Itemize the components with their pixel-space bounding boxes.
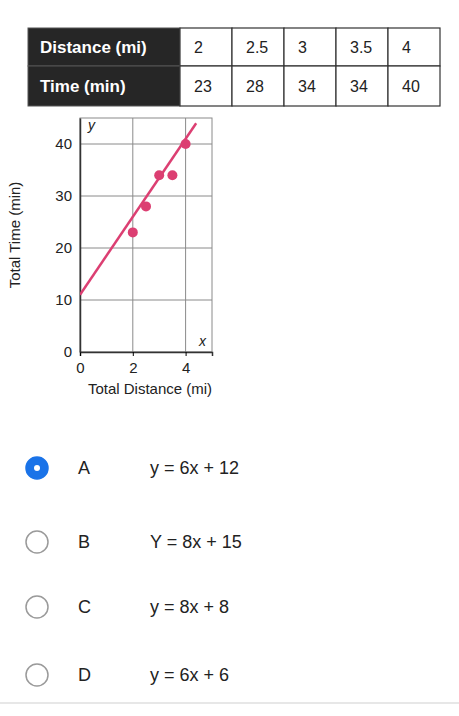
plot-marks bbox=[80, 123, 196, 295]
choice[interactable]: B Y = 8x + 15 bbox=[26, 531, 242, 553]
plot-frame bbox=[80, 118, 212, 352]
choice-letter: B bbox=[78, 532, 90, 552]
table-cell bbox=[388, 66, 440, 106]
y-tick: 0 bbox=[64, 343, 80, 360]
y-tick-label: 20 bbox=[55, 239, 72, 256]
radio-button[interactable] bbox=[26, 531, 48, 553]
separator bbox=[0, 703, 459, 704]
choice-letter: A bbox=[78, 458, 90, 478]
y-tick: 40 bbox=[55, 135, 80, 152]
data-point bbox=[181, 139, 191, 149]
table-value: 4 bbox=[402, 39, 411, 56]
choice-text: y = 8x + 8 bbox=[150, 597, 229, 617]
table-value: 3 bbox=[298, 39, 307, 56]
table-cell bbox=[284, 66, 336, 106]
row-header-cell bbox=[28, 66, 180, 106]
x-tick-mark bbox=[80, 352, 81, 356]
trend-line bbox=[80, 123, 196, 295]
y-grid-line bbox=[80, 300, 212, 301]
y-grid-line bbox=[80, 144, 212, 145]
table-value: 2.5 bbox=[246, 39, 268, 56]
y-tick: 10 bbox=[55, 291, 80, 308]
radio-button[interactable] bbox=[26, 457, 48, 479]
x-tick-mark bbox=[186, 352, 187, 356]
table-cell bbox=[232, 28, 284, 66]
radio-button[interactable] bbox=[26, 664, 48, 686]
data-point bbox=[167, 170, 177, 180]
x-tick-label: 2 bbox=[129, 359, 137, 376]
radio-button[interactable] bbox=[26, 596, 48, 618]
data-table: Distance (mi) 2 2.5 3 3.5 4 Time (min) 23 28 34 34… bbox=[28, 28, 440, 106]
x-tick-label: 0 bbox=[76, 359, 84, 376]
y-axis-letter: y bbox=[87, 117, 96, 133]
y-axis-line bbox=[80, 119, 82, 353]
table-value: 23 bbox=[194, 78, 212, 95]
table-cell bbox=[336, 66, 388, 106]
table-cell bbox=[284, 28, 336, 66]
table-value: 3.5 bbox=[350, 39, 372, 56]
choice-letter: C bbox=[78, 597, 91, 617]
x-axis-title: Total Distance (mi) bbox=[88, 380, 212, 397]
y-tick-label: 40 bbox=[55, 135, 72, 152]
answer-choices: Ay = 6x + 12 B Y = 8x + 15 Cy = 8x + 8 Dy = … bbox=[26, 457, 242, 686]
y-axis: 0 10 20 30 40 bbox=[55, 119, 80, 361]
table-cell bbox=[180, 28, 232, 66]
row-header-cell bbox=[28, 28, 180, 66]
choice-letter: D bbox=[78, 665, 91, 685]
y-tick: 30 bbox=[55, 187, 80, 204]
x-axis-letter: x bbox=[198, 333, 207, 349]
y-tick-label: 30 bbox=[55, 187, 72, 204]
radio-dot bbox=[34, 465, 40, 471]
x-tick: 0 bbox=[76, 352, 84, 376]
choice-text: y = 6x + 6 bbox=[150, 665, 229, 685]
row-header: Distance (mi) bbox=[40, 38, 147, 57]
table-value: 40 bbox=[402, 78, 420, 95]
x-axis-line bbox=[81, 353, 213, 357]
page: Distance (mi) 2 2.5 3 3.5 4 Time (min) 23 28 34 34… bbox=[0, 0, 459, 716]
x-tick-mark bbox=[133, 352, 134, 356]
row-header: Time (min) bbox=[40, 77, 126, 96]
table-cell bbox=[232, 66, 284, 106]
choice[interactable]: Cy = 8x + 8 bbox=[26, 596, 229, 618]
x-tick-label: 4 bbox=[182, 359, 190, 376]
choice[interactable]: Dy = 6x + 6 bbox=[26, 664, 229, 686]
y-tick-label: 10 bbox=[55, 291, 72, 308]
y-tick-label: 0 bbox=[64, 343, 72, 360]
data-point bbox=[141, 201, 151, 211]
table-value: 28 bbox=[246, 78, 264, 95]
data-point bbox=[128, 227, 138, 237]
y-tick: 20 bbox=[55, 239, 80, 256]
grid bbox=[80, 118, 212, 352]
choice-text: y = 6x + 12 bbox=[150, 458, 239, 478]
x-tick: 2 bbox=[129, 352, 137, 376]
x-tick: 4 bbox=[182, 352, 190, 376]
x-grid-line bbox=[185, 118, 186, 352]
table-value: 2 bbox=[194, 39, 203, 56]
table-cell bbox=[388, 28, 440, 66]
data-point bbox=[154, 170, 164, 180]
table-cell bbox=[336, 28, 388, 66]
y-grid-line bbox=[80, 248, 212, 249]
table-value: 34 bbox=[350, 78, 368, 95]
choice[interactable]: Ay = 6x + 12 bbox=[26, 457, 239, 479]
chart: 024010203040xyTotal Distance (mi)Total T… bbox=[6, 117, 213, 397]
y-axis-title: Total Time (min) bbox=[6, 182, 23, 289]
choice-text: Y = 8x + 15 bbox=[150, 532, 242, 552]
x-axis: 0 2 4 bbox=[76, 352, 212, 376]
table-value: 34 bbox=[298, 78, 316, 95]
table-cell bbox=[180, 66, 232, 106]
